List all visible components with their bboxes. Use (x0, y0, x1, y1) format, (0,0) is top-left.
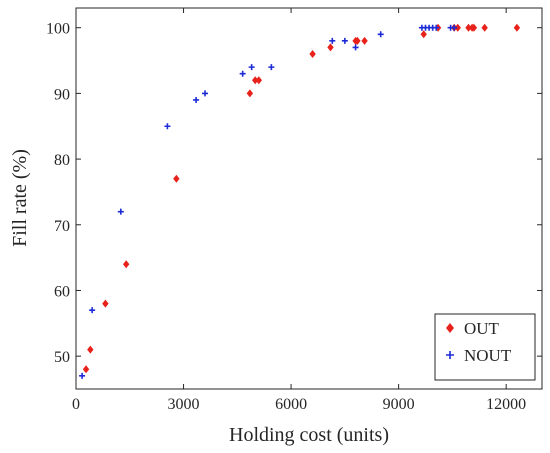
data-point-nout (433, 24, 440, 31)
legend-box (434, 313, 536, 381)
data-point-nout (352, 44, 359, 51)
data-point-nout (329, 37, 336, 44)
y-tick-label: 100 (46, 21, 70, 38)
y-axis-ticks: 50 60 70 80 90 100 (46, 21, 542, 366)
data-point-nout (248, 64, 255, 71)
legend-label-out: OUT (464, 319, 500, 338)
data-point-out (246, 89, 254, 98)
data-point-out (470, 23, 478, 32)
data-points (79, 23, 521, 379)
data-point-out (255, 76, 263, 85)
data-point-out (252, 76, 259, 85)
data-point-out (420, 30, 427, 39)
x-tick-label: 6000 (275, 396, 307, 413)
x-axis-ticks: 0 3000 6000 9000 12000 (72, 8, 526, 413)
data-point-out (122, 260, 130, 269)
series-out (82, 23, 521, 374)
data-point-out (87, 345, 94, 354)
data-point-nout (451, 24, 458, 31)
y-tick-label: 50 (54, 349, 70, 366)
data-point-out (82, 365, 90, 374)
x-tick-label: 3000 (168, 396, 200, 413)
data-point-nout (377, 31, 384, 38)
x-tick-label: 0 (72, 396, 80, 413)
data-point-nout (202, 90, 209, 97)
data-point-nout (341, 37, 348, 44)
y-tick-label: 90 (54, 86, 70, 103)
y-tick-label: 60 (54, 283, 70, 300)
data-point-out (361, 36, 368, 45)
data-point-nout (117, 208, 124, 215)
y-tick-label: 70 (54, 218, 70, 235)
legend-marker-out (446, 323, 454, 333)
x-tick-label: 9000 (383, 396, 415, 413)
data-point-out (454, 23, 461, 32)
x-tick-label: 12000 (486, 396, 526, 413)
legend-label-nout: NOUT (464, 346, 512, 365)
legend-marker-nout (446, 351, 454, 359)
legend: OUT NOUT (434, 313, 536, 381)
y-tick-label: 80 (54, 152, 70, 169)
data-point-nout (193, 96, 200, 103)
data-point-out (173, 174, 180, 183)
data-point-nout (239, 70, 246, 77)
data-point-out (102, 299, 109, 308)
data-point-out (309, 49, 316, 58)
series-nout (79, 24, 458, 379)
data-point-nout (164, 123, 171, 130)
y-axis-label: Fill rate (%) (9, 149, 31, 247)
data-point-out (513, 23, 521, 32)
x-axis-label: Holding cost (units) (229, 424, 389, 446)
data-point-out (327, 43, 334, 52)
data-point-nout (268, 64, 275, 71)
data-point-nout (79, 372, 86, 379)
data-point-nout (89, 307, 96, 314)
data-point-out (354, 36, 361, 45)
data-point-out (465, 23, 472, 32)
data-point-out (481, 23, 488, 32)
